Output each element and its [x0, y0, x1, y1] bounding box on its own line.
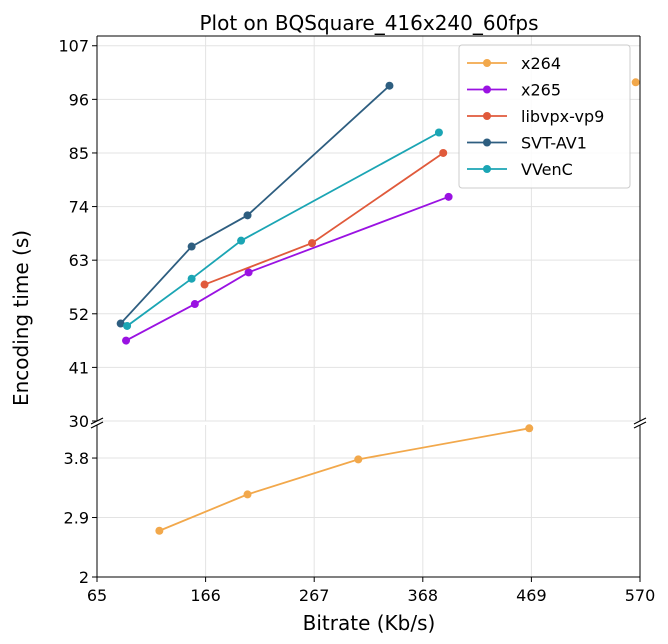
break-mark-left-lower [90, 421, 104, 429]
data-point-svt-av1 [116, 319, 125, 328]
data-point-x265 [190, 300, 199, 309]
y-tick-label: 3.8 [64, 449, 89, 468]
data-point-svt-av1 [243, 211, 252, 220]
legend-label: libvpx-vp9 [521, 107, 604, 126]
x-tick-label: 570 [625, 586, 656, 605]
data-point-x264 [631, 78, 640, 87]
axis-break-marks [90, 417, 647, 429]
legend-item-x264: x264 [467, 54, 561, 73]
data-point-vvenc [434, 128, 443, 137]
break-mark-right-lower [633, 421, 647, 429]
data-point-vvenc [123, 321, 132, 330]
legend-label: VVenC [521, 160, 573, 179]
x-tick-label: 469 [516, 586, 547, 605]
y-tick-label: 2.9 [64, 509, 89, 528]
legend-swatch-marker [483, 85, 491, 94]
x-tick-label: 166 [190, 586, 221, 605]
series-line-vvenc [126, 131, 440, 327]
legend-label: SVT-AV1 [521, 134, 587, 153]
legend-item-vvenc: VVenC [467, 160, 573, 179]
y-tick-label: 41 [69, 358, 89, 377]
y-tick-label: 63 [69, 251, 89, 270]
legend-swatch-marker [483, 138, 491, 147]
data-point-x265 [122, 336, 131, 345]
data-point-libvpx-vp9 [308, 239, 317, 248]
legend-swatch-marker [483, 112, 491, 120]
data-point-x265 [244, 268, 253, 277]
legend-swatch-marker [483, 59, 491, 67]
break-mark-right-upper [633, 417, 647, 425]
legend-box [458, 44, 631, 189]
series-line-svt-av1 [119, 85, 391, 325]
legend-item-svt-av1: SVT-AV1 [467, 134, 587, 153]
x-tick-label: 368 [408, 586, 439, 605]
y-axis-label: Encoding time (s) [9, 230, 33, 406]
series-line-x264 [159, 427, 530, 532]
x-axis-label: Bitrate (Kb/s) [303, 611, 436, 635]
x-tick-label: 267 [299, 586, 330, 605]
data-point-libvpx-vp9 [200, 280, 209, 289]
data-point-x264 [243, 490, 252, 499]
data-point-x264 [155, 526, 164, 535]
legend-label: x264 [521, 54, 561, 73]
y-tick-label: 30 [69, 412, 89, 431]
y-tick-label: 52 [69, 305, 89, 324]
break-mark-left-upper [90, 417, 104, 425]
legend-item-libvpx-vp9: libvpx-vp9 [467, 107, 604, 126]
data-point-vvenc [237, 236, 246, 245]
lower-plot-area: 2 2.9 3.8 [64, 424, 641, 587]
data-point-svt-av1 [385, 81, 394, 90]
y-tick-label: 85 [69, 144, 89, 163]
legend-item-x265: x265 [467, 81, 561, 100]
legend-label: x265 [521, 81, 561, 100]
chart-title: Plot on BQSquare_416x240_60fps [200, 11, 539, 35]
data-point-x264 [525, 424, 534, 433]
data-point-x265 [444, 192, 453, 201]
y-tick-label: 2 [79, 568, 89, 587]
legend-swatch-marker [483, 165, 491, 173]
data-point-x264 [354, 455, 363, 464]
data-point-svt-av1 [187, 242, 196, 251]
legend: x264 x265 libvpx-vp9 SVT-AV1 VVenC [458, 44, 631, 189]
y-tick-label: 74 [69, 198, 89, 217]
data-point-vvenc [187, 274, 196, 283]
y-tick-label: 96 [69, 90, 89, 109]
y-tick-label: 107 [58, 37, 89, 56]
data-point-libvpx-vp9 [439, 148, 448, 157]
series-line-x265 [125, 195, 449, 342]
x-tick-label: 65 [87, 586, 107, 605]
